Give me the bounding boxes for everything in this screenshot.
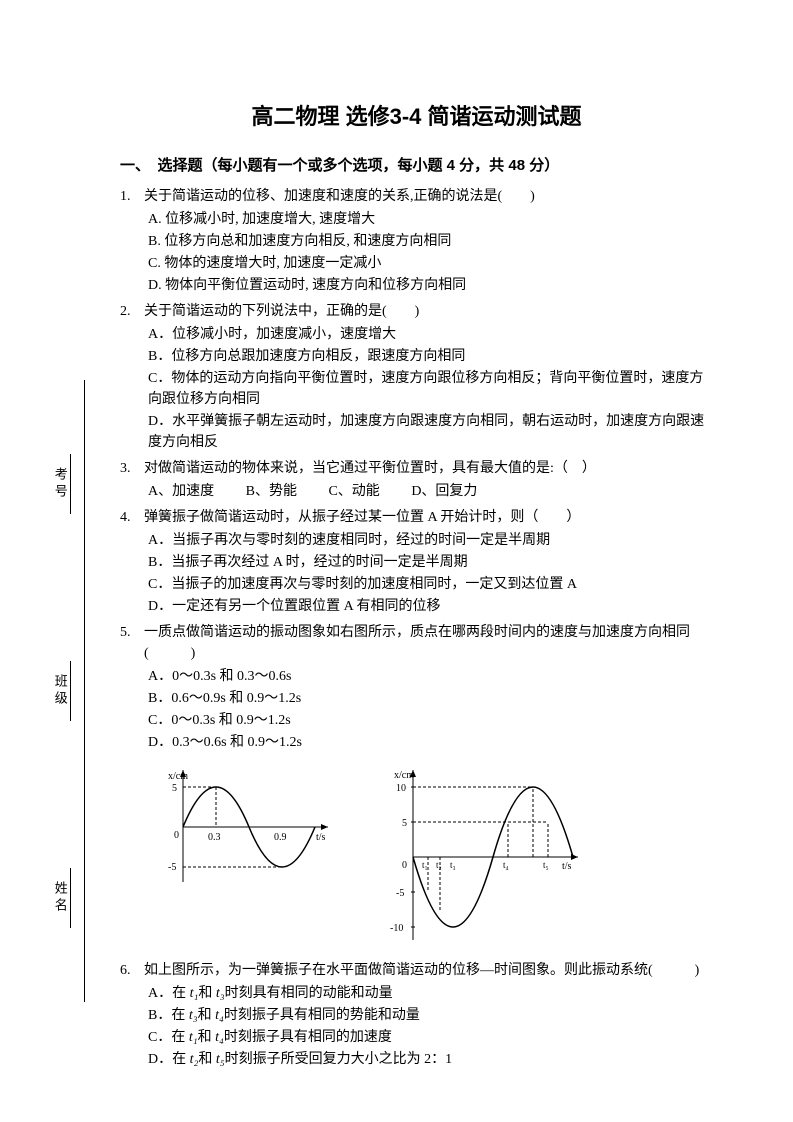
question-number: 3. [120, 458, 144, 503]
question-number: 5. [120, 622, 144, 754]
svg-text:0: 0 [402, 860, 407, 871]
option-c: C．0～0.3s 和 0.9～1.2s [144, 710, 713, 731]
question-number: 4. [120, 507, 144, 618]
option-d: D．一定还有另一个位置跟位置 A 有相同的位移 [144, 596, 713, 617]
option-b: B．在 t₃和 t₄时刻振子具有相同的势能和动量 [144, 1005, 713, 1026]
question-stem: 弹簧振子做简谐运动时，从振子经过某一位置 A 开始计时，则（ ） [144, 507, 713, 528]
option-d: D、回复力 [411, 481, 477, 502]
svg-text:x/cm: x/cm [394, 770, 414, 781]
svg-text:t₅: t₅ [543, 860, 549, 870]
option-a: A．在 t₁和 t₃时刻具有相同的动能和动量 [144, 983, 713, 1004]
svg-text:-5: -5 [168, 862, 176, 873]
sidebar-field-class: 班级 [50, 657, 71, 725]
svg-text:-5: -5 [396, 888, 404, 899]
chart-q5: x/cm 5 0 -5 0.3 0.9 t/s [148, 762, 338, 892]
fill-line [70, 661, 71, 721]
svg-text:x/cm: x/cm [168, 771, 188, 782]
question-number: 6. [120, 960, 144, 1071]
option-a: A. 位移减小时, 加速度增大, 速度增大 [144, 209, 713, 230]
page-title: 高二物理 选修3-4 简谐运动测试题 [120, 100, 713, 133]
option-a: A、加速度 [148, 481, 214, 502]
option-c: C．物体的运动方向指向平衡位置时，速度方向跟位移方向相反；背向平衡位置时，速度方… [144, 368, 713, 410]
question-stem: 如上图所示，为一弹簧振子在水平面做简谐运动的位移—时间图象。则此振动系统( ) [144, 960, 713, 981]
sidebar-label: 姓名 [50, 881, 70, 915]
svg-text:t₂: t₂ [436, 860, 442, 870]
option-b: B．位移方向总跟加速度方向相反，跟速度方向相同 [144, 346, 713, 367]
option-c: C. 物体的速度增大时, 加速度一定减小 [144, 253, 713, 274]
svg-text:10: 10 [396, 783, 406, 794]
svg-text:0.3: 0.3 [208, 832, 221, 843]
option-c: C．在 t₁和 t₄时刻振子具有相同的加速度 [144, 1027, 713, 1048]
option-c: C．当振子的加速度再次与零时刻的加速度相同时，一定又到达位置 A [144, 574, 713, 595]
option-b: B．0.6～0.9s 和 0.9～1.2s [144, 688, 713, 709]
sidebar-field-examno: 考号 [50, 450, 71, 518]
svg-text:t₄: t₄ [503, 860, 509, 870]
option-a: A．位移减小时，加速度减小，速度增大 [144, 324, 713, 345]
option-a: A．0～0.3s 和 0.3～0.6s [144, 666, 713, 687]
question-4: 4. 弹簧振子做简谐运动时，从振子经过某一位置 A 开始计时，则（ ） A．当振… [120, 507, 713, 618]
option-b: B. 位移方向总和加速度方向相反, 和速度方向相同 [144, 231, 713, 252]
question-2: 2. 关于简谐运动的下列说法中，正确的是( ) A．位移减小时，加速度减小，速度… [120, 301, 713, 454]
options-row: A、加速度 B、势能 C、动能 D、回复力 [144, 481, 713, 502]
question-6: 6. 如上图所示，为一弹簧振子在水平面做简谐运动的位移—时间图象。则此振动系统(… [120, 960, 713, 1071]
option-d: D. 物体向平衡位置运动时, 速度方向和位移方向相同 [144, 275, 713, 296]
fill-line [70, 454, 71, 514]
svg-text:0: 0 [174, 830, 179, 841]
question-stem: 关于简谐运动的下列说法中，正确的是( ) [144, 301, 713, 322]
option-b: B．当振子再次经过 A 时，经过的时间一定是半周期 [144, 552, 713, 573]
figures-row: x/cm 5 0 -5 0.3 0.9 t/s x/cm 10 5 0 -5 [148, 762, 713, 952]
sidebar-label: 考号 [50, 467, 70, 501]
question-number: 1. [120, 186, 144, 297]
option-b: B、势能 [246, 481, 297, 502]
option-d: D．0.3～0.6s 和 0.9～1.2s [144, 732, 713, 753]
svg-text:5: 5 [172, 783, 177, 794]
svg-text:t/s: t/s [562, 861, 572, 872]
chart-q6: x/cm 10 5 0 -5 -10 t₁ t₂ t₃ t₄ t₅ t/s [378, 762, 588, 952]
sidebar-label: 班级 [50, 674, 70, 708]
question-stem: 关于简谐运动的位移、加速度和速度的关系,正确的说法是( ) [144, 186, 713, 207]
svg-text:-10: -10 [390, 923, 403, 934]
question-stem: 一质点做简谐运动的振动图象如右图所示，质点在哪两段时间内的速度与加速度方向相同(… [144, 622, 713, 664]
svg-text:t₃: t₃ [450, 860, 456, 870]
question-5: 5. 一质点做简谐运动的振动图象如右图所示，质点在哪两段时间内的速度与加速度方向… [120, 622, 713, 754]
svg-text:0.9: 0.9 [274, 832, 287, 843]
question-1: 1. 关于简谐运动的位移、加速度和速度的关系,正确的说法是( ) A. 位移减小… [120, 186, 713, 297]
option-d: D．水平弹簧振子朝左运动时，加速度方向跟速度方向相同，朝右运动时，加速度方向跟速… [144, 411, 713, 453]
option-d: D．在 t₂和 t₅时刻振子所受回复力大小之比为 2：1 [144, 1049, 713, 1070]
option-a: A．当振子再次与零时刻的速度相同时，经过的时间一定是半周期 [144, 530, 713, 551]
section-header: 一、 选择题（每小题有一个或多个选项，每小题 4 分，共 48 分） [120, 155, 713, 178]
svg-text:t₁: t₁ [422, 860, 428, 870]
svg-text:5: 5 [402, 818, 407, 829]
svg-text:t/s: t/s [316, 832, 326, 843]
sidebar-field-name: 姓名 [50, 864, 71, 932]
question-stem: 对做简谐运动的物体来说，当它通过平衡位置时，具有最大值的是:（ ） [144, 458, 713, 479]
question-number: 2. [120, 301, 144, 454]
question-3: 3. 对做简谐运动的物体来说，当它通过平衡位置时，具有最大值的是:（ ） A、加… [120, 458, 713, 503]
option-c: C、动能 [328, 481, 379, 502]
fill-line [70, 868, 71, 928]
binding-sidebar: 考号 班级 姓名 [45, 380, 85, 1002]
